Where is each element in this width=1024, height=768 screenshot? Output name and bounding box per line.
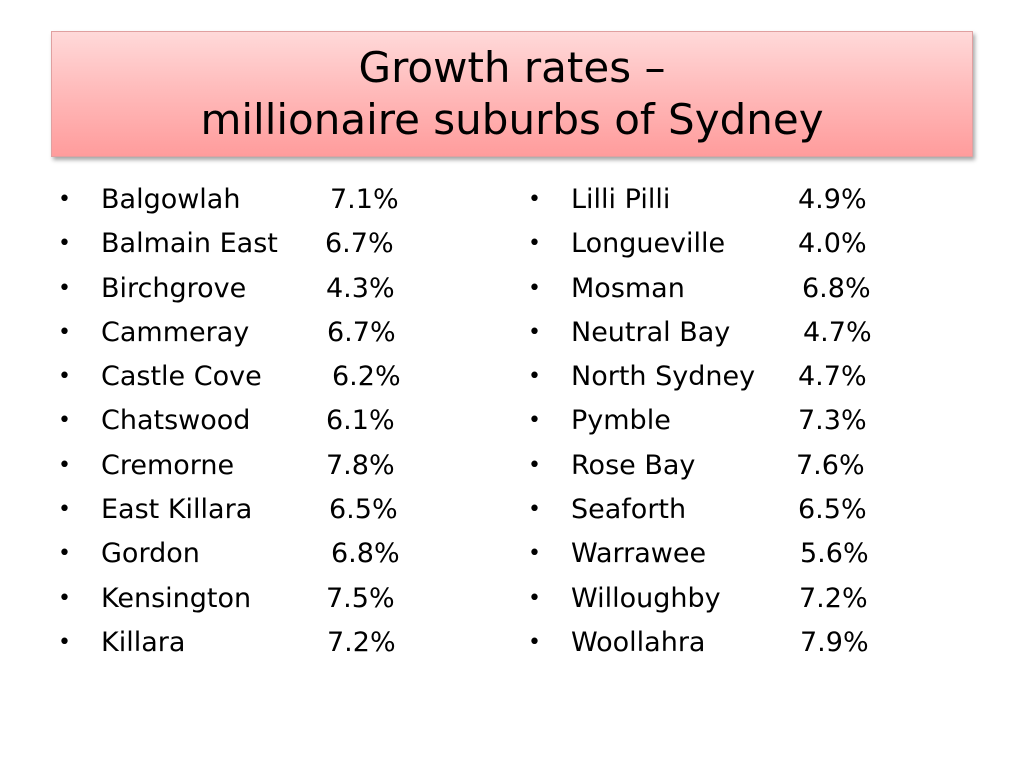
title-line-1: Growth rates – [358,43,666,92]
title-line-2: millionaire suburbs of Sydney [200,95,824,144]
growth-rate: 4.7% [803,316,872,348]
bullet-icon: • [58,408,71,434]
growth-rate: 4.3% [326,272,395,304]
bullet-icon: • [528,497,541,523]
suburb-name: East Killara [101,494,253,526]
growth-rate: 7.9% [800,626,869,658]
suburb-name: Warrawee [571,538,707,570]
suburb-name: Gordon [101,538,200,570]
suburb-name: Woollahra [571,626,706,658]
suburb-name: Cammeray [101,316,250,348]
bullet-icon: • [58,629,71,655]
bullet-icon: • [528,408,541,434]
suburb-name: Mosman [571,272,685,304]
bullet-icon: • [58,364,71,390]
suburb-name: Lilli Pilli [571,184,671,215]
growth-rate: 7.1% [330,184,399,215]
suburb-name: Castle Cove [101,361,262,393]
suburb-name: Birchgrove [101,272,247,304]
growth-rate: 7.5% [326,582,395,614]
growth-rate: 6.7% [325,228,394,260]
growth-rate: 7.6% [796,449,865,481]
suburb-name: Rose Bay [571,449,696,481]
bullet-icon: • [528,541,541,567]
growth-rate: 4.7% [798,361,867,393]
bullet-icon: • [58,497,71,523]
growth-rate: 4.9% [798,184,867,215]
bullet-icon: • [528,231,541,257]
growth-rate: 6.2% [332,361,401,393]
suburb-name: Longueville [571,228,726,260]
bullet-icon: • [58,187,71,212]
growth-rate: 6.1% [326,405,395,437]
growth-rate: 7.2% [799,582,868,614]
suburb-name: Balmain East [101,228,278,260]
bullet-icon: • [58,452,71,478]
suburb-name: Pymble [571,405,671,437]
growth-rate: 7.2% [327,626,396,658]
bullet-icon: • [58,275,71,301]
growth-rate: 6.8% [331,538,400,570]
bullet-icon: • [528,364,541,390]
growth-rate: 6.7% [327,316,396,348]
suburb-name: Willoughby [571,582,721,614]
growth-rate: 6.5% [329,494,398,526]
growth-rate: 6.5% [798,494,867,526]
suburb-name: Seaforth [571,494,687,526]
growth-rate: 7.3% [798,405,867,437]
growth-rate: 6.8% [802,272,871,304]
suburb-name: Kensington [101,582,252,614]
growth-rate: 5.6% [800,538,869,570]
suburb-name: Cremorne [101,449,235,481]
bullet-icon: • [528,452,541,478]
suburb-name: Killara [101,626,186,658]
bullet-icon: • [58,231,71,257]
growth-rate: 7.8% [326,449,395,481]
bullet-icon: • [528,585,541,611]
growth-rate: 4.0% [798,228,867,260]
bullet-icon: • [528,629,541,655]
bullet-icon: • [58,541,71,567]
suburb-name: Chatswood [101,405,251,437]
bullet-icon: • [528,187,541,212]
title-box: Growth rates – millionaire suburbs of Sy… [51,31,973,157]
bullet-icon: • [528,319,541,345]
bullet-icon: • [58,319,71,345]
suburb-name: North Sydney [571,361,756,393]
suburb-name: Neutral Bay [571,316,731,348]
bullet-icon: • [528,275,541,301]
suburb-name: Balgowlah [101,184,241,215]
bullet-icon: • [58,585,71,611]
